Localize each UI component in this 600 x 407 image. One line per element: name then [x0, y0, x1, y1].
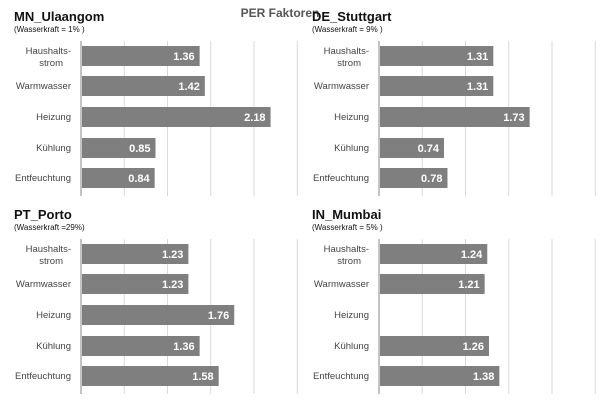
- category-label: Warmwasser: [16, 81, 71, 92]
- data-label: 1.38: [473, 371, 494, 383]
- category-label: Heizung: [334, 112, 369, 123]
- data-label: 1.58: [192, 371, 213, 383]
- panel-title: PT_Porto: [14, 207, 72, 222]
- bar: [380, 107, 530, 127]
- data-label: 0.85: [129, 143, 150, 155]
- bar: [380, 76, 494, 96]
- category-label: Heizung: [36, 112, 71, 123]
- category-label: Warmwasser: [314, 279, 369, 290]
- category-label: Haushalts-: [324, 244, 369, 255]
- data-label: 0.78: [421, 173, 442, 185]
- bar: [380, 366, 500, 386]
- bar: [82, 366, 219, 386]
- category-label: Haushalts-: [324, 46, 369, 57]
- category-label: Entfeuchtung: [15, 371, 71, 382]
- category-label: strom: [337, 256, 361, 267]
- data-label: 2.18: [244, 112, 265, 124]
- panel-subtitle: (Wasserkraft =29%): [14, 223, 85, 232]
- bar: [380, 168, 448, 188]
- bar: [82, 76, 205, 96]
- bar: [82, 46, 200, 66]
- bar: [82, 107, 271, 127]
- data-label: 1.36: [173, 51, 194, 63]
- category-label: strom: [39, 58, 63, 69]
- category-label: Kühlung: [36, 143, 71, 154]
- panel-subtitle: (Wasserkraft = 9% ): [312, 25, 383, 34]
- data-label: 1.36: [173, 341, 194, 353]
- panel-in_mumbai: IN_Mumbai(Wasserkraft = 5% ) Haushalts-st…: [312, 207, 596, 394]
- data-label: 1.31: [467, 51, 488, 63]
- bar: [82, 244, 189, 264]
- data-label: 1.21: [458, 279, 479, 291]
- data-label: 1.42: [178, 81, 199, 93]
- data-label: 0.84: [128, 173, 150, 185]
- category-label: Entfeuchtung: [313, 371, 369, 382]
- category-label: Warmwasser: [314, 81, 369, 92]
- panel-title: MN_Ulaangom: [14, 9, 104, 24]
- bar: [380, 244, 488, 264]
- data-label: 1.24: [461, 249, 483, 261]
- bar: [82, 274, 189, 294]
- panel-de_stuttgart: DE_Stuttgart(Wasserkraft = 9% ) Haushalts…: [312, 9, 596, 196]
- category-label: Kühlung: [36, 341, 71, 352]
- data-label: 0.74: [418, 143, 440, 155]
- category-label: Heizung: [334, 310, 369, 321]
- bar: [82, 138, 156, 158]
- data-label: 1.23: [162, 279, 183, 291]
- category-label: Kühlung: [334, 143, 369, 154]
- data-label: 1.76: [208, 310, 229, 322]
- category-label: Kühlung: [334, 341, 369, 352]
- panel-subtitle: (Wasserkraft = 5% ): [312, 223, 383, 232]
- bar: [380, 46, 494, 66]
- bar: [82, 305, 235, 325]
- bar: [380, 336, 489, 356]
- bar: [82, 336, 200, 356]
- data-label: 1.73: [503, 112, 524, 124]
- category-label: Warmwasser: [16, 279, 71, 290]
- panel-pt_porto: PT_Porto(Wasserkraft =29%) Haushalts-stro…: [14, 207, 298, 394]
- chart-title: PER Faktoren: [241, 6, 320, 20]
- bar: [380, 274, 485, 294]
- panel-subtitle: (Wasserkraft = 1% ): [14, 25, 85, 34]
- category-label: Haushalts-: [26, 244, 71, 255]
- panel-mn_ulaangom: MN_Ulaangom(Wasserkraft = 1% ) Haushalts-…: [14, 9, 298, 196]
- data-label: 1.26: [463, 341, 484, 353]
- bar: [380, 138, 445, 158]
- category-label: strom: [39, 256, 63, 267]
- category-label: Entfeuchtung: [15, 173, 71, 184]
- category-label: Haushalts-: [26, 46, 71, 57]
- panel-title: IN_Mumbai: [312, 207, 381, 222]
- data-label: 1.23: [162, 249, 183, 261]
- category-label: strom: [337, 58, 361, 69]
- category-label: Heizung: [36, 310, 71, 321]
- category-label: Entfeuchtung: [313, 173, 369, 184]
- bar: [82, 168, 155, 188]
- panel-title: DE_Stuttgart: [312, 9, 392, 24]
- data-label: 1.31: [467, 81, 488, 93]
